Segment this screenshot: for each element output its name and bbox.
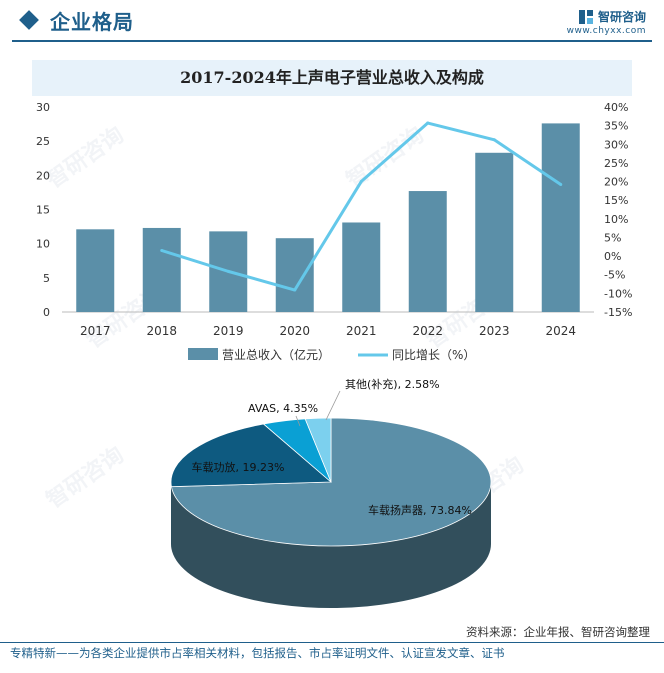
pie-slice-label: 车载扬声器, 73.84%: [368, 503, 472, 517]
y-right-tick-label: 15%: [604, 194, 628, 207]
brand-url: www.chyxx.com: [566, 26, 646, 36]
x-tick-label: 2020: [279, 324, 310, 338]
y-left-tick-label: 30: [36, 101, 50, 114]
point-growth: [426, 121, 430, 125]
brand-logo: 智研咨询 www.chyxx.com: [567, 6, 646, 36]
point-growth: [492, 138, 496, 142]
bar-revenue: [142, 227, 181, 312]
y-left-tick-label: 20: [36, 169, 50, 182]
y-right-tick-label: 30%: [604, 138, 628, 151]
pie-slice: [304, 417, 332, 483]
bar-revenue: [408, 191, 447, 312]
pie-side-wall: [171, 482, 491, 609]
y-right-tick-label: 5%: [604, 231, 621, 244]
x-tick-label: 2024: [545, 324, 576, 338]
brand-name: 智研咨询: [597, 10, 646, 24]
point-growth: [160, 249, 164, 252]
revenue-composition-pie-chart: 车载扬声器, 73.84% 车载功放, 19.23% AVAS, 4.35% 其他(补…: [170, 377, 492, 609]
pie-leader-line: [295, 415, 301, 427]
header-divider: [12, 40, 652, 42]
chart-title-bar: 2017-2024年上声电子营业总收入及构成: [32, 60, 632, 96]
bar-revenue: [76, 229, 115, 312]
y-right-tick-label: 40%: [604, 101, 628, 114]
y-right-tick-label: 35%: [604, 120, 628, 133]
x-tick-label: 2018: [146, 324, 177, 338]
y-right-tick-label: 20%: [604, 176, 628, 189]
y-right-tick-label: -15%: [604, 306, 632, 319]
y-left-tick-label: 5: [43, 272, 50, 285]
legend-label-growth: 同比增长（%）: [392, 348, 475, 362]
y-right-tick-label: -10%: [604, 287, 632, 300]
page-header: 企业格局 智研咨询 www.chyxx.com: [0, 0, 664, 44]
footer-divider: [0, 642, 664, 643]
y-left-tick-label: 0: [43, 306, 50, 319]
footer-promo-note: 专精特新——为各类企业提供市占率相关材料，包括报告、市占率证明文件、认证宣发文章…: [10, 646, 505, 660]
source-note: 资料来源：企业年报、智研咨询整理: [466, 625, 650, 639]
x-tick-label: 2023: [479, 324, 510, 338]
x-tick-label: 2022: [412, 324, 443, 338]
y-right-tick-label: 10%: [604, 213, 628, 226]
y-right-tick-label: 0%: [604, 250, 621, 263]
y-left-tick-label: 25: [36, 135, 50, 148]
bar-revenue: [342, 222, 381, 312]
pie-slice-label: 车载功放, 19.23%: [192, 460, 285, 474]
page-title: 企业格局: [50, 10, 134, 34]
bar-revenue: [475, 152, 514, 312]
pie-slice: [170, 423, 333, 488]
pie-leader-line: [325, 390, 341, 421]
pie-slice-label: 其他(补充), 2.58%: [345, 377, 440, 391]
x-tick-label: 2019: [213, 324, 244, 338]
y-left-tick-label: 15: [36, 204, 50, 217]
point-growth: [559, 183, 563, 187]
legend-label-revenue: 营业总收入（亿元）: [222, 347, 330, 362]
y-right-tick-label: -5%: [604, 269, 625, 282]
point-growth: [359, 180, 363, 184]
bar-revenue: [275, 238, 314, 312]
brand-logo-icon: [578, 9, 593, 24]
x-tick-label: 2017: [80, 324, 111, 338]
chart-title: 2017-2024年上声电子营业总收入及构成: [180, 68, 484, 87]
point-growth: [226, 269, 230, 273]
pie-slice-label: AVAS, 4.35%: [248, 402, 318, 415]
point-growth: [293, 288, 297, 292]
legend-swatch-revenue: [188, 348, 218, 360]
revenue-combo-chart: 0 5 10 15 20 25 30 -15% -10% -5% 0% 5% 10% 15% 20% 25% 3…: [36, 101, 632, 362]
y-right-tick-label: 25%: [604, 157, 628, 170]
x-tick-label: 2021: [346, 324, 377, 338]
y-left-tick-label: 10: [36, 238, 50, 251]
bar-revenue: [541, 123, 580, 313]
